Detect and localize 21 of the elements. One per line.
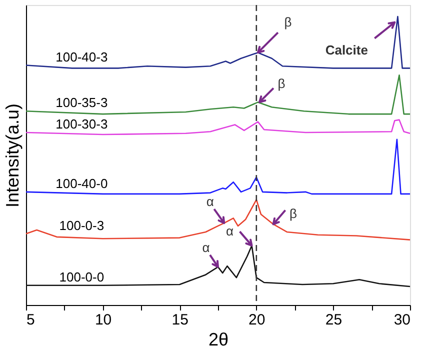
- series-label: 100-0-0: [59, 269, 104, 284]
- x-tick-label: 25: [325, 312, 342, 328]
- series-label: 100-30-3: [56, 116, 108, 132]
- annotation: β: [290, 206, 298, 222]
- x-tick-label: 5: [26, 312, 35, 328]
- x-axis-title: 2θ: [208, 330, 229, 350]
- annotation: α: [202, 240, 210, 255]
- annotation: Calcite: [325, 42, 368, 58]
- annotation: β: [278, 76, 286, 92]
- series-label: 100-35-3: [56, 95, 108, 110]
- annotation: β: [284, 14, 292, 30]
- x-tick-label: 15: [172, 312, 188, 328]
- series-label: 100-40-0: [56, 176, 108, 191]
- x-tick-label: 20: [248, 312, 266, 328]
- y-axis-title: Intensity(a.u): [2, 103, 22, 208]
- annotation: α: [206, 194, 214, 210]
- series-label: 100-40-3: [56, 49, 108, 64]
- x-tick-label: 10: [94, 312, 112, 328]
- series-label: 100-0-3: [59, 218, 104, 233]
- annotation: α: [226, 224, 234, 239]
- x-tick-label: 30: [394, 312, 410, 328]
